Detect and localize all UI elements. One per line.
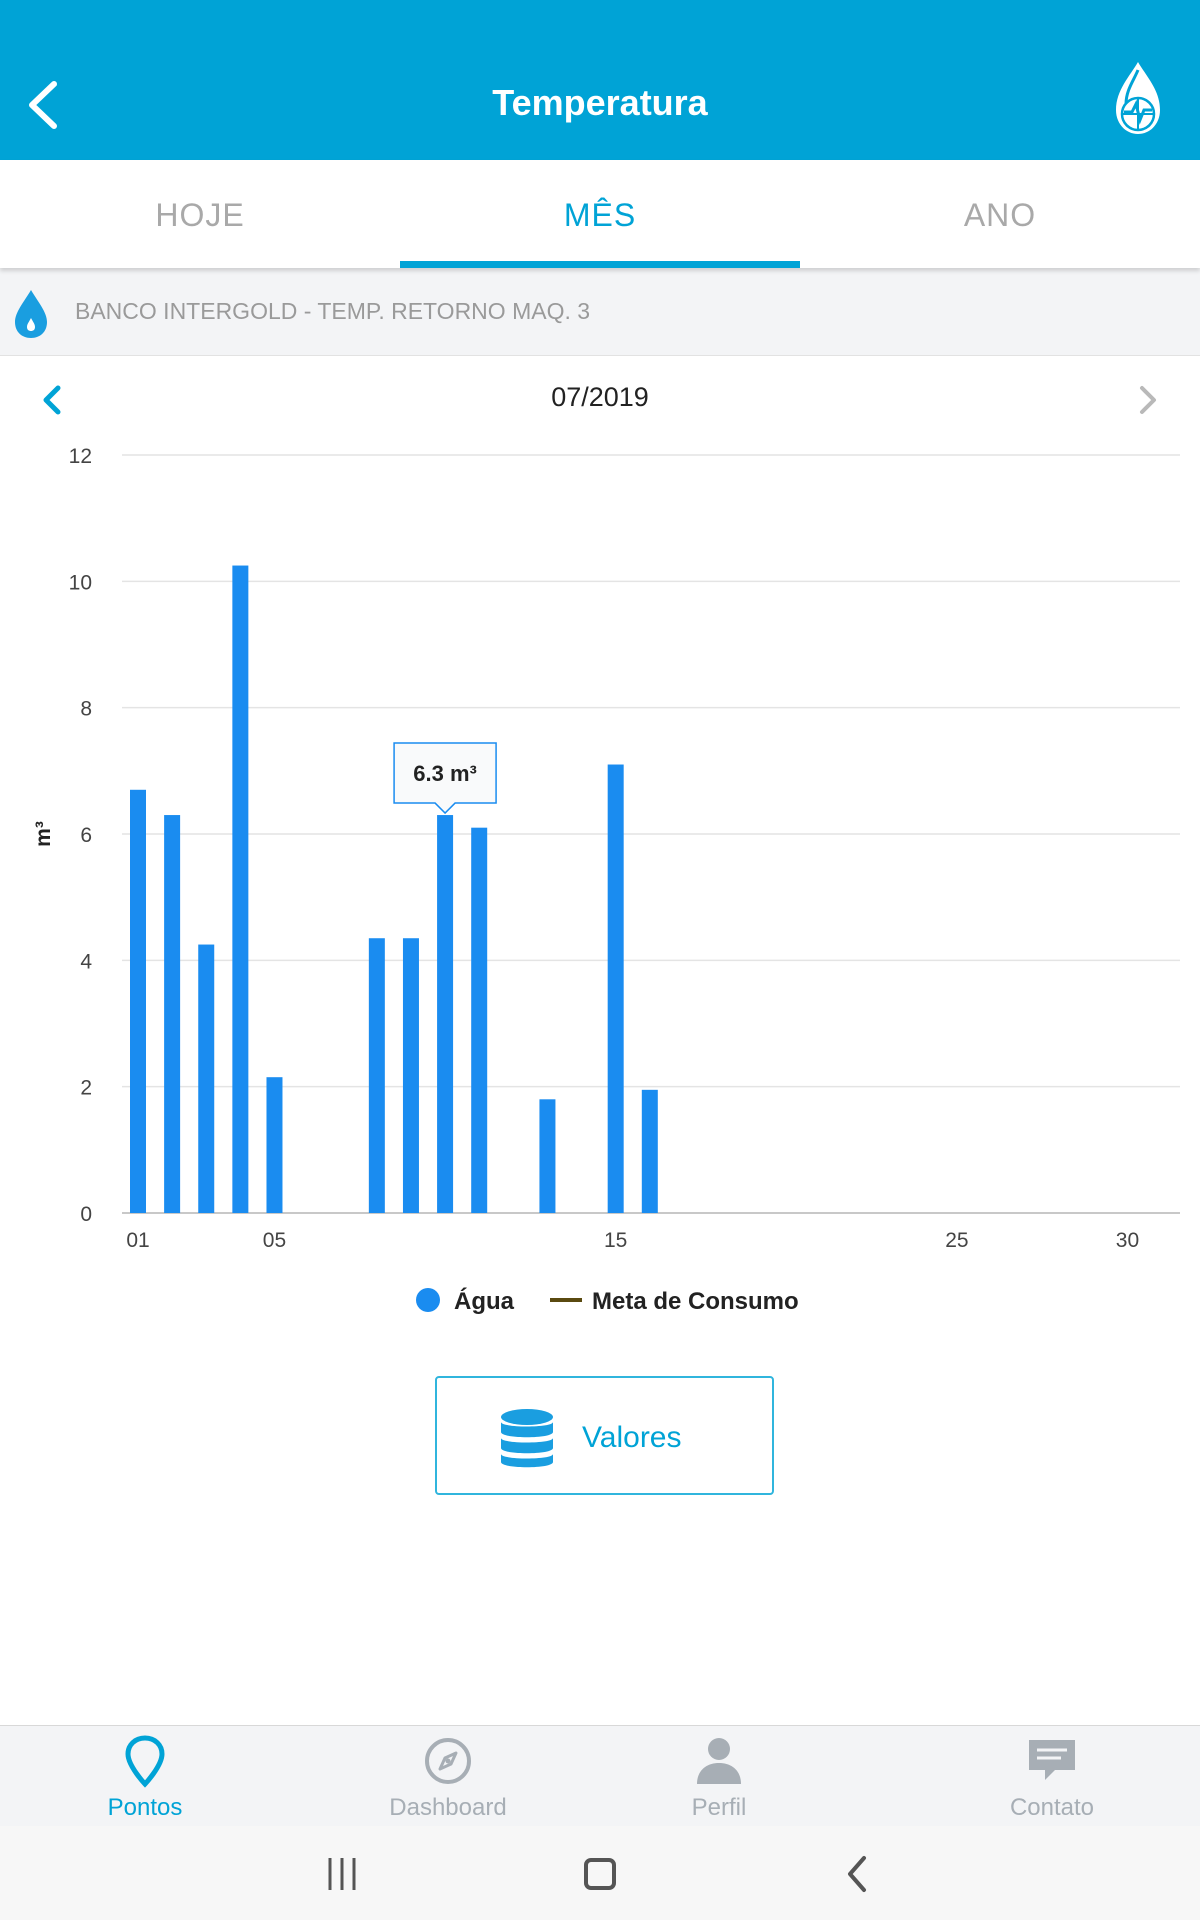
tab-hoje[interactable]: HOJE <box>155 197 245 233</box>
app-header: Temperatura <box>0 0 1200 160</box>
nav-pontos[interactable]: Pontos <box>45 1726 245 1827</box>
valores-label: Valores <box>582 1421 682 1454</box>
x-tick-label: 01 <box>126 1229 149 1252</box>
consumption-chart: 0 2 4 6 8 10 12 m³ 01 05 15 25 30 6.3 m³ Água Meta de C… <box>32 445 1180 1315</box>
tooltip-text: 6.3 m³ <box>413 761 477 786</box>
bar-day-1 <box>130 789 146 1213</box>
y-tick-label: 2 <box>80 1077 92 1100</box>
next-month-button[interactable] <box>1132 380 1164 420</box>
water-drop-icon <box>15 290 47 338</box>
bar-day-2 <box>164 815 181 1213</box>
bar-day-10 <box>437 815 454 1213</box>
page-title: Temperatura <box>492 82 708 123</box>
y-tick-label: 6 <box>80 824 92 847</box>
bar-day-4 <box>232 565 249 1213</box>
chat-icon <box>1029 1740 1075 1780</box>
nav-dashboard-label: Dashboard <box>389 1794 507 1821</box>
previous-month-button[interactable] <box>36 380 68 420</box>
period-tabs: HOJE MÊS ANO <box>0 160 1200 268</box>
nav-perfil[interactable]: Perfil <box>619 1726 819 1827</box>
system-navigation-bar <box>0 1826 1200 1920</box>
database-icon <box>501 1409 553 1468</box>
home-icon[interactable] <box>570 1848 630 1900</box>
x-tick-label: 15 <box>604 1229 627 1252</box>
y-tick-label: 8 <box>80 698 92 721</box>
system-back-icon[interactable] <box>828 1848 888 1900</box>
legend-marker-agua <box>416 1288 440 1312</box>
tab-mes[interactable]: MÊS <box>400 160 800 268</box>
point-name: BANCO INTERGOLD - TEMP. RETORNO MAQ. 3 <box>75 298 591 324</box>
period-label: 07/2019 <box>551 382 649 412</box>
x-tick-label: 30 <box>1116 1229 1139 1252</box>
map-pin-icon <box>125 1735 165 1788</box>
tooltip-box <box>393 742 497 815</box>
bar-day-9 <box>402 938 419 1213</box>
bar-day-13 <box>539 1099 556 1213</box>
bar-day-5 <box>266 1077 283 1213</box>
back-button[interactable] <box>18 70 78 140</box>
y-axis-label: m³ <box>32 821 55 847</box>
bar-day-16 <box>641 1089 658 1213</box>
nav-dashboard[interactable]: Dashboard <box>348 1726 548 1827</box>
y-tick-label: 12 <box>69 445 92 468</box>
nav-contato-label: Contato <box>1009 1794 1095 1821</box>
nav-contato[interactable]: Contato <box>952 1726 1152 1827</box>
y-tick-label: 10 <box>69 571 92 594</box>
bar-day-15 <box>607 764 624 1213</box>
bar-day-11 <box>471 827 488 1213</box>
x-tick-label: 05 <box>263 1229 286 1252</box>
y-tick-label: 4 <box>80 950 92 973</box>
valores-button[interactable]: Valores <box>435 1376 774 1495</box>
legend-label-meta: Meta de Consumo <box>592 1288 799 1315</box>
water-drop-globe-logo-icon <box>1116 62 1160 134</box>
tab-ano[interactable]: ANO <box>963 197 1037 233</box>
y-tick-label: 0 <box>80 1203 92 1226</box>
legend-label-agua: Água <box>454 1287 515 1315</box>
bottom-navigation: Pontos Dashboard Perfil Contato <box>0 1725 1200 1826</box>
period-navigator: 07/2019 <box>0 356 1200 446</box>
point-selector[interactable]: BANCO INTERGOLD - TEMP. RETORNO MAQ. 3 <box>0 268 1200 356</box>
nav-pontos-label: Pontos <box>107 1794 183 1821</box>
user-icon <box>697 1738 741 1784</box>
bar-day-8 <box>368 938 385 1213</box>
recent-apps-icon[interactable] <box>312 1848 372 1900</box>
bar-day-3 <box>198 944 215 1213</box>
x-tick-label: 25 <box>945 1229 968 1252</box>
compass-icon <box>425 1738 471 1784</box>
nav-perfil-label: Perfil <box>691 1794 747 1821</box>
